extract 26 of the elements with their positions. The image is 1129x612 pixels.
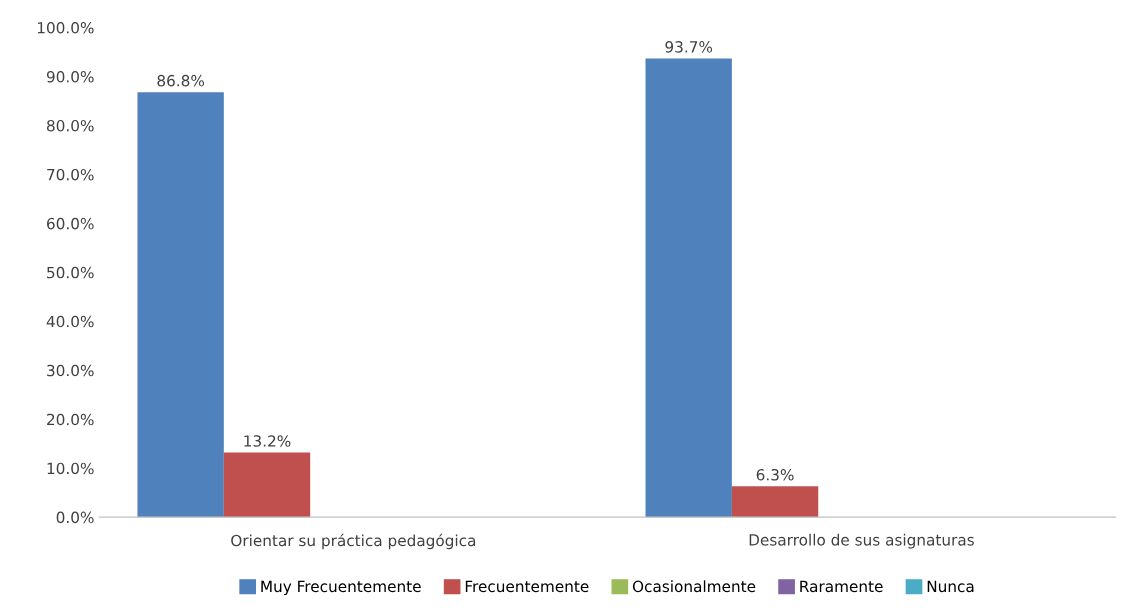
y-tick-label: 70.0% [47,168,94,181]
y-tick-label: 80.0% [46,119,94,132]
bar [645,58,732,518]
y-tick-label: 90.0% [46,70,94,83]
y-tick-label: 60.0% [47,217,94,230]
y-tick-label: 100.0% [37,22,94,34]
y-tick-label: 50.0% [47,266,94,279]
x-tick-label: Desarrollo de sus asignaturas [749,533,974,549]
data-label: 13.2% [244,435,291,447]
legend-label: Raramente [800,580,883,593]
bar [137,92,224,518]
bar [731,486,819,518]
data-label: 6.3% [756,469,794,481]
legend-label: Ocasionalmente [632,580,756,593]
data-label: 86.8% [157,74,205,87]
x-tick-label: Orientar su práctica pedagógica [231,533,476,550]
legend-label: Frecuentemente [465,580,589,593]
legend-label: Nunca [927,580,974,593]
y-tick-label: 30.0% [47,364,94,377]
y-tick-label: 20.0% [47,413,94,426]
legend-label: Muy Frecuentemente [261,580,421,596]
data-label: 93.7% [665,41,713,53]
bar [223,452,311,518]
y-tick-label: 40.0% [46,315,94,328]
y-tick-label: 10.0% [47,462,94,475]
y-tick-label: 0.0% [56,511,94,524]
